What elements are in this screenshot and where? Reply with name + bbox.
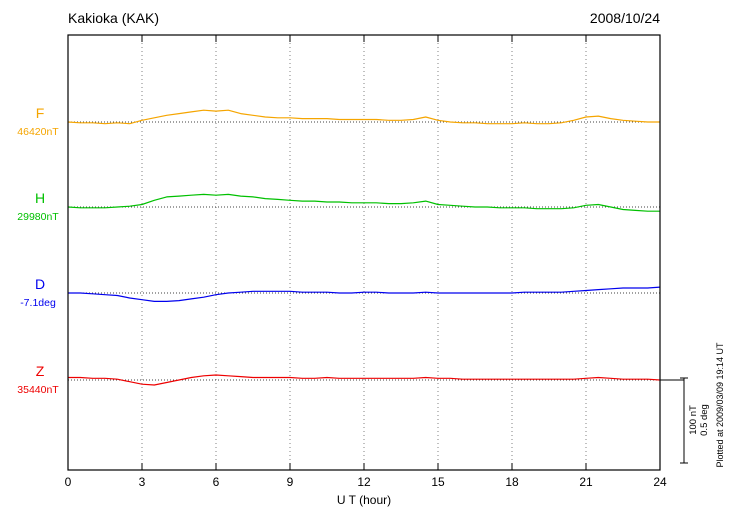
trace-H <box>67 193 660 212</box>
channel-base-value-F: 46420nT <box>17 126 59 138</box>
plotted-at-note: Plotted at 2009/03/09 19:14 UT <box>715 342 725 468</box>
tick-layer <box>67 35 661 470</box>
x-tick-label: 3 <box>139 475 146 489</box>
x-tick-label: 6 <box>213 475 220 489</box>
x-tick-label: 15 <box>431 475 445 489</box>
scale-bar-label-deg: 0.5 deg <box>699 404 710 436</box>
channel-label-layer: F 46420nT H 29980nT D -7.1deg Z 35440nT <box>17 105 59 396</box>
x-tick-label: 12 <box>357 475 371 489</box>
scale-bar: 100 nT 0.5 deg <box>660 377 710 464</box>
channel-base-value-H: 29980nT <box>17 211 59 223</box>
gridline-layer <box>141 35 587 470</box>
trace-Z <box>68 374 661 386</box>
x-tick-label: 0 <box>65 475 72 489</box>
x-tick-label: 9 <box>287 475 294 489</box>
plot-date: 2008/10/24 <box>590 10 660 26</box>
trace-layer <box>67 109 661 386</box>
trace-D <box>68 286 661 302</box>
channel-label-Z: Z <box>36 363 45 379</box>
channel-base-value-Z: 35440nT <box>17 384 59 396</box>
x-axis-label: U T (hour) <box>337 493 391 507</box>
x-tick-label-layer: 0 3 6 9 12 15 18 21 24 <box>65 475 667 489</box>
x-tick-label: 18 <box>505 475 519 489</box>
x-tick-label: 24 <box>653 475 667 489</box>
trace-F <box>67 109 660 125</box>
channel-base-value-D: -7.1deg <box>20 297 56 309</box>
channel-label-D: D <box>35 276 45 292</box>
channel-label-F: F <box>36 105 45 121</box>
plot-frame <box>67 34 661 471</box>
channel-label-H: H <box>35 190 45 206</box>
x-tick-label: 21 <box>579 475 593 489</box>
page-title: Kakioka (KAK) <box>68 10 159 26</box>
scale-bar-label-nt: 100 nT <box>688 405 699 435</box>
